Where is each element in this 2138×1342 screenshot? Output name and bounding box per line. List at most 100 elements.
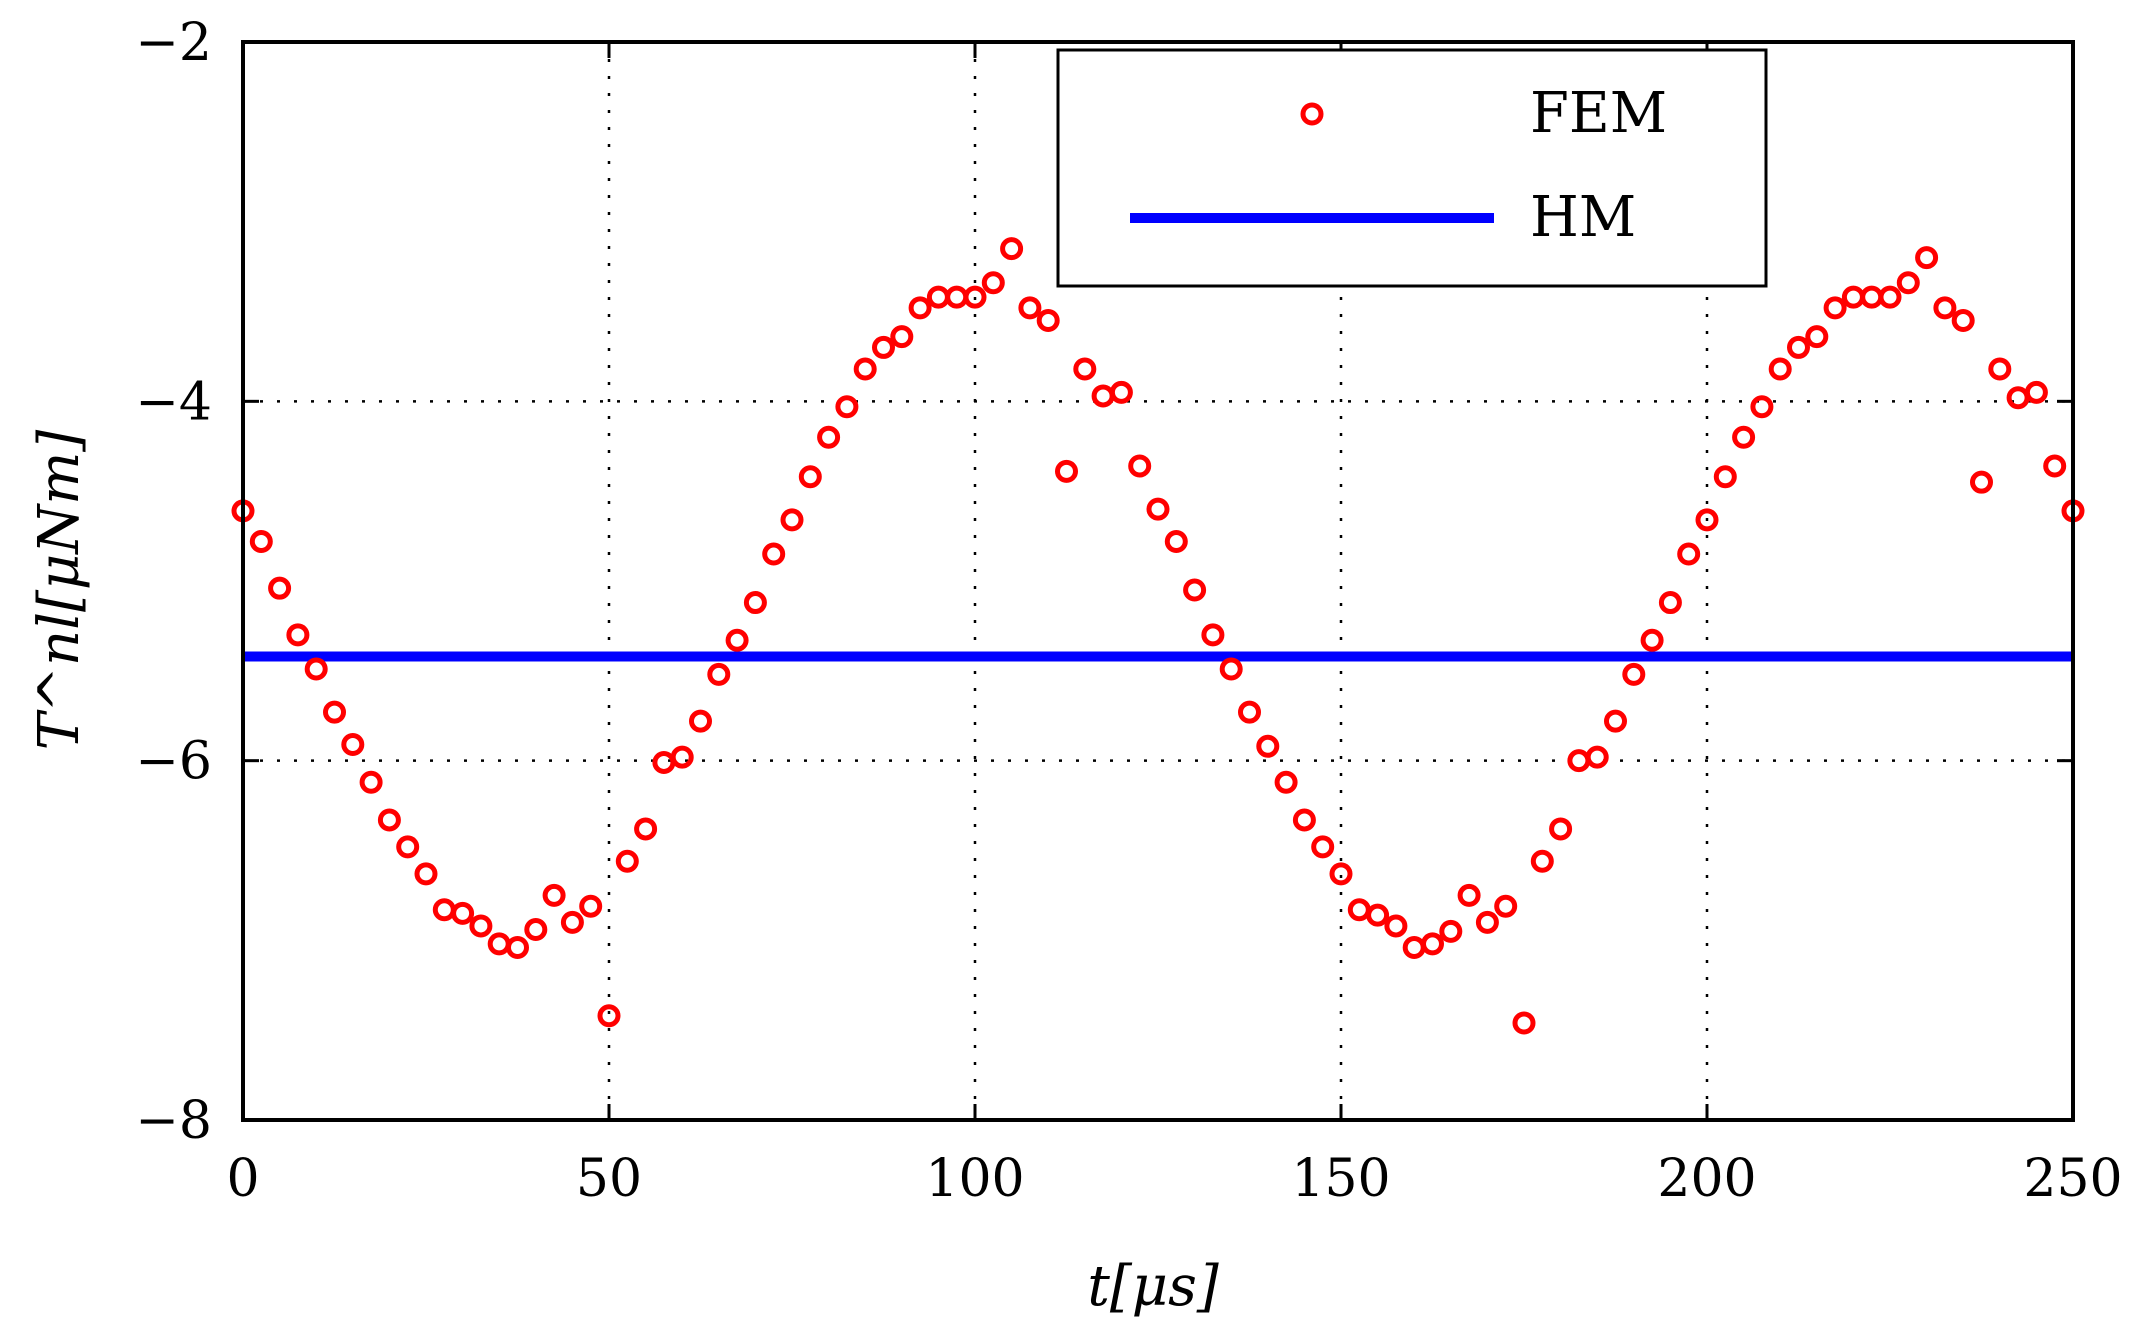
fem-point — [1768, 357, 1792, 381]
fem-point — [560, 910, 584, 934]
fem-point — [1732, 425, 1756, 449]
fem-point — [2043, 454, 2067, 478]
fem-point — [597, 1004, 621, 1028]
fem-point — [323, 700, 346, 724]
fem-point — [1036, 308, 1060, 332]
legend-fem-marker — [1300, 102, 1324, 126]
legend-box — [1056, 48, 1768, 288]
fem-point — [1915, 246, 1939, 270]
fem-point — [286, 623, 310, 647]
legend-hm-label: HM — [1530, 185, 1636, 250]
fem-point — [1896, 271, 1920, 295]
fem-point — [1823, 296, 1847, 320]
fem-point — [689, 709, 712, 733]
fem-point — [506, 936, 529, 960]
fem-point — [1109, 380, 1133, 404]
x-tick-label: 50 — [576, 1149, 642, 1209]
fem-point — [670, 745, 694, 769]
fem-point — [1146, 497, 1170, 521]
fem-point — [1530, 849, 1554, 873]
fem-point — [1622, 662, 1646, 686]
fem-point — [890, 325, 914, 349]
fem-point — [743, 591, 767, 615]
x-tick-label: 150 — [1291, 1149, 1390, 1209]
fem-point — [1164, 529, 1188, 553]
fem-point — [1274, 770, 1298, 794]
fem-point — [1384, 914, 1408, 938]
fem-point — [615, 849, 639, 873]
fem-point — [1000, 237, 1024, 261]
fem-point — [1695, 508, 1719, 532]
fem-point — [1951, 308, 1975, 332]
fem-point — [981, 271, 1005, 295]
fem-point — [1494, 894, 1518, 918]
fem-point — [249, 529, 273, 553]
fem-point — [1201, 623, 1225, 647]
fem-point — [1988, 357, 2012, 381]
y-tick-labels: −8 −6 −4 −2 — [135, 13, 212, 1151]
fem-point — [1219, 657, 1243, 681]
fem-point — [798, 465, 822, 489]
fem-point — [1439, 919, 1463, 943]
fem-point — [1787, 335, 1810, 359]
x-axis-label: t[μs] — [1087, 1254, 1218, 1319]
y-tick-label: −8 — [135, 1091, 212, 1151]
fem-point — [835, 395, 859, 419]
fem-point — [908, 296, 932, 320]
fem-point — [524, 918, 548, 942]
fem-point — [963, 285, 987, 309]
fem-point — [1677, 542, 1701, 566]
fem-point — [1549, 817, 1573, 841]
fem-point — [1970, 470, 1993, 494]
fem-point — [707, 662, 731, 686]
fem-point — [304, 657, 328, 681]
fem-point — [268, 576, 292, 600]
legend-fem-label: FEM — [1530, 81, 1667, 146]
fem-point — [1933, 296, 1957, 320]
plot-frame — [241, 40, 2075, 1122]
fem-point — [1604, 709, 1627, 733]
fem-point — [377, 808, 401, 832]
fem-point — [396, 835, 420, 859]
fem-point — [2024, 380, 2048, 404]
y-axis-label: T^nl[μNm] — [27, 430, 92, 751]
x-tick-label: 250 — [2023, 1149, 2122, 1209]
fem-point — [872, 335, 895, 359]
fem-point — [1018, 296, 1042, 320]
fem-point — [1238, 700, 1261, 724]
y-tick-label: −4 — [135, 372, 212, 432]
fem-point — [634, 817, 658, 841]
x-tick-label: 200 — [1657, 1149, 1756, 1209]
fem-point — [1512, 1011, 1536, 1035]
fem-point — [1329, 862, 1353, 886]
fem-point — [1805, 325, 1829, 349]
fem-point — [817, 425, 841, 449]
fem-point — [1475, 910, 1499, 934]
fem-point — [1311, 835, 1335, 859]
x-tick-label: 0 — [226, 1149, 259, 1209]
fem-point — [725, 628, 749, 652]
fem-point — [1750, 395, 1774, 419]
fem-point — [451, 901, 475, 925]
fem-point — [1366, 903, 1390, 927]
fem-point — [1457, 883, 1481, 907]
legend: FEM HM — [1056, 48, 1768, 288]
fem-point — [780, 508, 804, 532]
fem-point — [1658, 591, 1682, 615]
fem-point — [341, 732, 365, 756]
fem-point — [579, 894, 603, 918]
fem-point — [1878, 285, 1902, 309]
x-tick-label: 100 — [925, 1149, 1024, 1209]
fem-point — [1256, 734, 1280, 758]
fem-point — [1292, 808, 1316, 832]
fem-series — [231, 237, 2085, 1035]
fem-point — [469, 914, 493, 938]
y-tick-label: −2 — [135, 13, 212, 73]
fem-point — [762, 542, 786, 566]
fem-point — [1585, 745, 1609, 769]
y-tick-label: −6 — [135, 732, 212, 792]
x-tick-labels: 0 50 100 150 200 250 — [226, 1149, 2122, 1209]
fem-point — [1183, 578, 1207, 602]
fem-point — [1640, 628, 1664, 652]
